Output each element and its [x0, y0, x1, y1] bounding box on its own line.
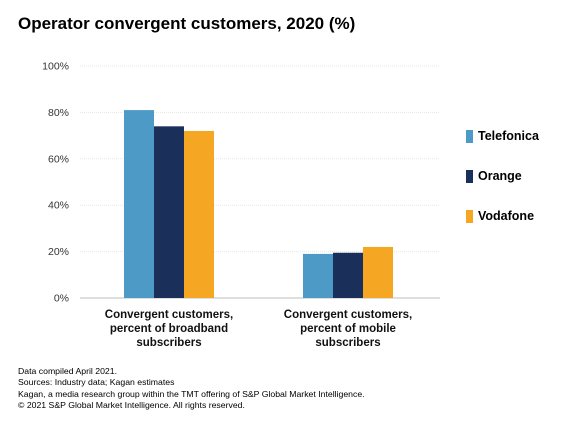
x-category-label: subscribers	[315, 337, 380, 349]
x-category-label: Convergent customers,	[105, 309, 233, 321]
legend-swatch-telefonica	[466, 129, 473, 143]
legend-label-telefonica: Telefonica	[478, 129, 539, 143]
y-tick-label: 60%	[48, 153, 69, 165]
legend-item-orange: Orange	[466, 168, 539, 184]
legend-item-vodafone: Vodafone	[466, 208, 539, 224]
footnotes: Data compiled April 2021. Sources: Indus…	[18, 366, 365, 411]
legend-item-telefonica: Telefonica	[466, 128, 539, 144]
y-tick-label: 80%	[48, 107, 69, 119]
legend-swatch-vodafone	[466, 209, 473, 223]
footnote-date: Data compiled April 2021.	[18, 366, 117, 376]
footnote-kagan: Kagan, a media research group within the…	[18, 388, 365, 399]
legend-swatch-orange	[466, 169, 473, 183]
legend-label-vodafone: Vodafone	[478, 209, 535, 223]
y-tick-label: 0%	[54, 293, 69, 305]
x-category-label: percent of broadband	[110, 323, 228, 335]
footnote-copyright: © 2021 S&P Global Market Intelligence. A…	[18, 399, 245, 410]
bar-orange-0	[154, 126, 184, 298]
y-tick-label: 40%	[48, 200, 69, 212]
footnote-sources: Sources: Industry data; Kagan estimates	[18, 377, 175, 388]
legend-label-orange: Orange	[478, 169, 522, 183]
x-category-label: percent of mobile	[300, 323, 396, 335]
bar-telefonica-1	[303, 253, 333, 298]
bar-telefonica-0	[124, 110, 154, 298]
y-tick-label: 100%	[42, 61, 69, 73]
chart-title: Operator convergent customers, 2020 (%)	[18, 14, 356, 33]
bar-orange-1	[333, 252, 363, 298]
x-category-label: subscribers	[136, 337, 201, 349]
legend: Telefonica Orange Vodafone	[466, 128, 539, 248]
bar-vodafone-1	[363, 246, 393, 298]
y-tick-label: 20%	[48, 246, 69, 258]
x-category-label: Convergent customers,	[284, 309, 412, 321]
bar-vodafone-0	[184, 130, 214, 298]
